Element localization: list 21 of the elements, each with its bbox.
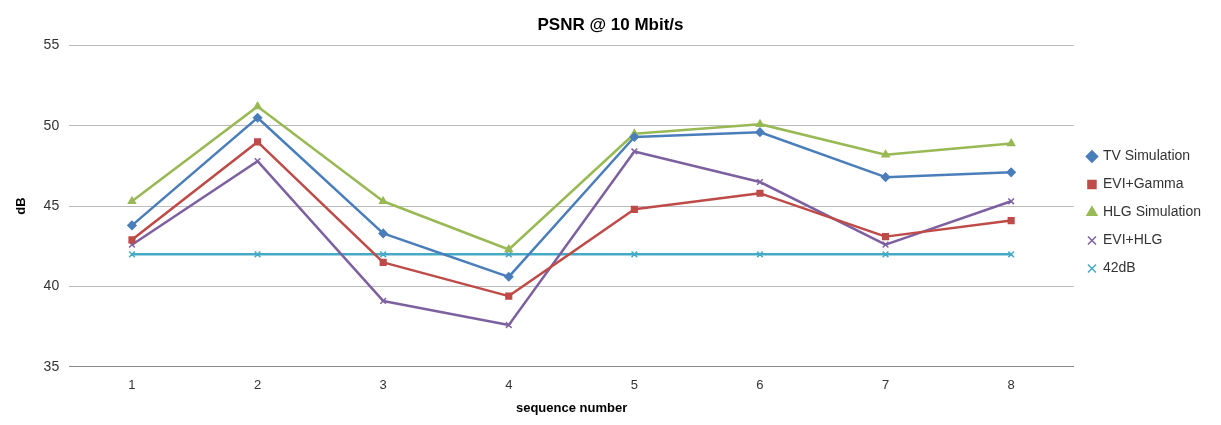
legend-label: EVI+Gamma: [1102, 175, 1184, 192]
x-tick-label: 4: [505, 377, 513, 393]
x-tick-label: 7: [881, 377, 890, 393]
x-tick-label: 3: [379, 377, 387, 393]
legend-label: TV Simulation: [1102, 147, 1191, 164]
legend-label: HLG Simulation: [1102, 203, 1202, 220]
chart-title: PSNR @ 10 Mbit/s: [537, 14, 684, 34]
y-tick-label: 45: [43, 196, 60, 213]
legend-label: EVI+HLG: [1102, 231, 1163, 248]
y-axis-title: dB: [13, 197, 29, 215]
x-tick-label: 8: [1007, 377, 1015, 393]
y-tick-label: 35: [43, 357, 60, 374]
x-axis-title: sequence number: [515, 399, 628, 415]
x-tick-label: 1: [128, 377, 136, 393]
legend-label: 42dB: [1102, 259, 1136, 276]
x-tick-label: 6: [756, 377, 764, 393]
x-tick-label: 2: [253, 377, 262, 393]
y-tick-label: 55: [43, 36, 60, 53]
y-tick-label: 40: [43, 277, 60, 294]
x-tick-label: 5: [630, 377, 638, 393]
y-tick-label: 50: [43, 116, 60, 133]
